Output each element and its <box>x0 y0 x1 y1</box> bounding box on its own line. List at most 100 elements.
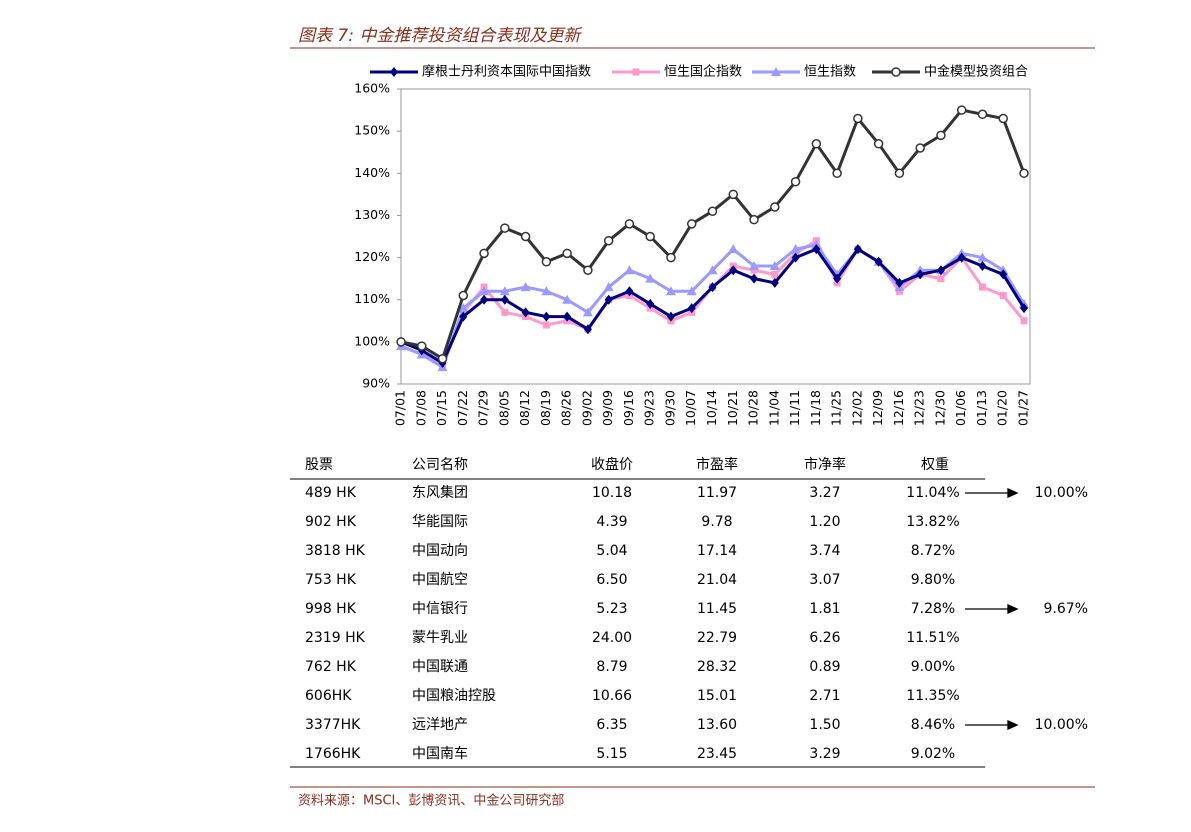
point-marker <box>1020 303 1028 314</box>
point-marker <box>583 265 593 275</box>
table-cell: 9.02% <box>911 746 955 762</box>
x-tick-label: 01/27 <box>1016 390 1031 426</box>
table-cell: 15.01 <box>697 688 737 704</box>
point-marker <box>499 286 510 296</box>
point-marker <box>665 286 676 296</box>
x-tick-label: 09/16 <box>621 390 636 426</box>
table-cell: 中国联通 <box>412 659 468 675</box>
point-marker <box>895 287 903 295</box>
point-marker <box>832 168 842 179</box>
point-marker <box>936 130 946 141</box>
x-tick-label: 07/15 <box>434 390 449 426</box>
x-tick-label: 07/01 <box>393 390 408 426</box>
point-marker <box>957 252 966 263</box>
legend-label: 中金模型投资组合 <box>924 64 1028 80</box>
point-marker <box>396 337 406 347</box>
point-marker <box>811 139 822 149</box>
x-tick-label: 10/07 <box>683 390 698 426</box>
report-title: 图表 7: 中金推荐投资组合表现及更新 <box>298 26 583 46</box>
new-weight: 10.00% <box>1035 717 1088 733</box>
point-marker <box>500 294 509 305</box>
table-cell: 蒙牛乳业 <box>412 630 468 646</box>
table-cell: 2319 HK <box>305 630 366 646</box>
table-cell: 3818 HK <box>305 543 366 559</box>
point-marker <box>458 303 469 313</box>
table-header: 市净率 <box>804 456 846 473</box>
point-marker <box>978 261 987 271</box>
table-cell: 1766HK <box>305 746 361 762</box>
point-marker <box>750 266 758 274</box>
legend-marker <box>632 68 640 76</box>
point-marker <box>999 292 1007 299</box>
table-cell: 17.14 <box>697 543 737 559</box>
point-marker <box>563 311 572 322</box>
point-marker <box>417 341 427 351</box>
point-marker <box>936 265 945 276</box>
point-marker <box>458 290 469 301</box>
point-marker <box>728 189 739 200</box>
table-cell: 5.23 <box>596 601 627 617</box>
source-note: 资料来源：MSCI、彭博资讯、中金公司研究部 <box>298 793 564 809</box>
x-tick-label: 11/18 <box>808 390 823 426</box>
new-weight: 9.67% <box>1044 601 1088 617</box>
point-marker <box>833 273 842 284</box>
table-cell: 22.79 <box>697 630 737 646</box>
table-cell: 3.29 <box>809 746 840 762</box>
x-tick-label: 08/12 <box>517 390 532 426</box>
table-cell: 4.39 <box>596 514 627 530</box>
point-marker <box>998 113 1008 124</box>
x-tick-label: 11/11 <box>787 390 802 426</box>
point-marker <box>646 298 655 309</box>
point-marker <box>770 202 780 212</box>
point-marker <box>500 223 510 233</box>
table-cell: 0.89 <box>809 659 840 675</box>
point-marker <box>541 286 552 296</box>
table-cell: 1.50 <box>809 717 840 733</box>
table-cell: 21.04 <box>697 572 737 588</box>
table-cell: 24.00 <box>592 630 632 646</box>
x-tick-label: 07/29 <box>476 390 491 426</box>
point-marker <box>895 277 904 288</box>
x-tick-label: 12/16 <box>891 390 906 426</box>
x-tick-label: 10/28 <box>746 390 761 426</box>
point-marker <box>977 109 988 120</box>
table-cell: 753 HK <box>305 572 357 588</box>
table-cell: 东风集团 <box>412 484 468 501</box>
point-marker <box>459 311 468 322</box>
x-tick-label: 09/02 <box>579 390 594 426</box>
table-cell: 8.72% <box>911 543 955 559</box>
table-cell: 11.04% <box>906 485 959 501</box>
table-cell: 华能国际 <box>412 514 468 530</box>
point-marker <box>1020 317 1028 325</box>
table-cell: 8.79 <box>596 659 627 675</box>
x-tick-label: 01/13 <box>974 390 989 426</box>
x-tick-label: 09/30 <box>662 390 677 426</box>
plot-frame <box>400 88 1031 385</box>
point-marker <box>956 105 967 115</box>
legend-label: 恒生指数 <box>804 65 856 80</box>
table-cell: 28.32 <box>697 659 737 675</box>
point-marker <box>666 252 676 263</box>
table-header: 股票 <box>305 457 333 473</box>
legend-label: 摩根士丹利资本国际中国指数 <box>422 64 591 80</box>
table-cell: 1.20 <box>809 514 840 530</box>
series-line <box>400 108 1026 361</box>
point-marker <box>707 206 718 216</box>
point-marker <box>873 139 884 149</box>
point-marker <box>915 143 925 153</box>
point-marker <box>686 286 697 296</box>
point-marker <box>624 219 635 229</box>
x-tick-label: 11/25 <box>829 390 844 426</box>
point-marker <box>749 261 760 270</box>
point-marker <box>916 269 925 280</box>
table-cell: 6.26 <box>809 630 840 646</box>
point-marker <box>707 265 718 275</box>
y-tick-label: 120% <box>354 249 390 264</box>
point-marker <box>1019 168 1029 179</box>
table-cell: 8.46% <box>911 717 955 733</box>
point-marker <box>480 294 489 305</box>
point-marker <box>937 275 945 283</box>
point-marker <box>520 282 531 292</box>
point-marker <box>603 282 614 292</box>
